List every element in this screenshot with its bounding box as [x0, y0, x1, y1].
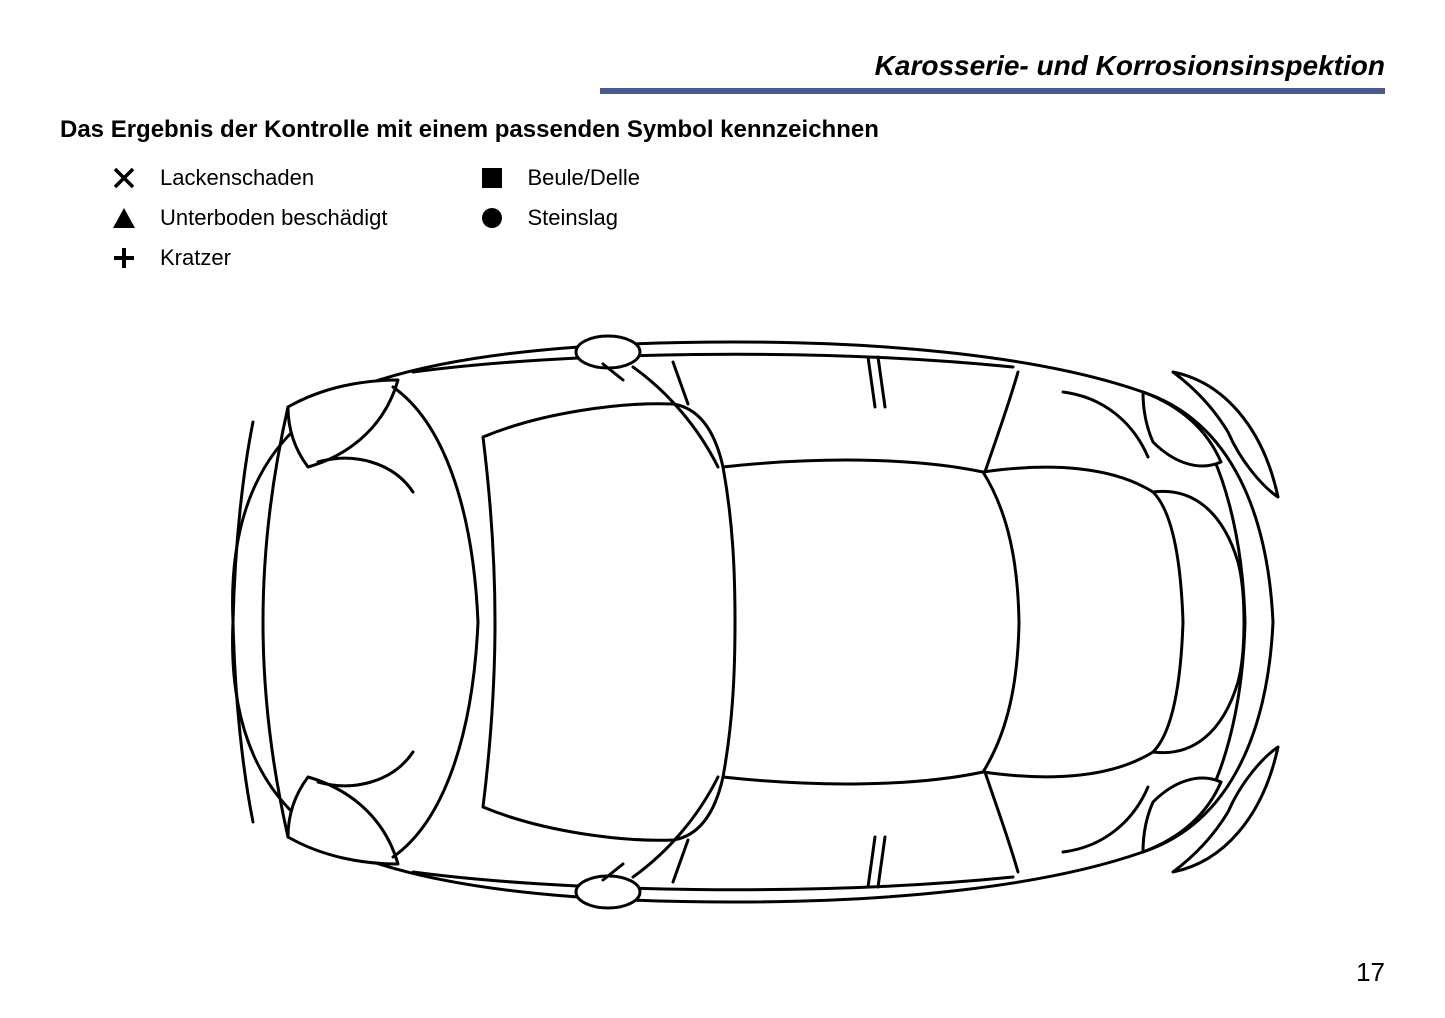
circle-icon	[478, 204, 506, 232]
legend-item-steinslag: Steinslag	[478, 204, 641, 232]
legend-item-beule: Beule/Delle	[478, 164, 641, 192]
plus-icon	[110, 244, 138, 272]
legend-label: Beule/Delle	[528, 165, 641, 191]
triangle-icon	[110, 204, 138, 232]
legend-column-1: Lackenschaden Unterboden beschädigt Krat…	[110, 164, 388, 272]
legend-column-2: Beule/Delle Steinslag	[478, 164, 641, 272]
legend-label: Lackenschaden	[160, 165, 314, 191]
square-icon	[478, 164, 506, 192]
legend-label: Unterboden beschädigt	[160, 205, 388, 231]
page-title: Karosserie- und Korrosionsinspektion	[60, 50, 1385, 82]
legend-label: Kratzer	[160, 245, 231, 271]
instruction-text: Das Ergebnis der Kontrolle mit einem pas…	[60, 116, 1385, 144]
legend-item-kratzer: Kratzer	[110, 244, 388, 272]
legend-item-lackenschaden: Lackenschaden	[110, 164, 388, 192]
car-top-view-diagram	[113, 312, 1333, 932]
legend-item-unterboden: Unterboden beschädigt	[110, 204, 388, 232]
header-rule	[600, 88, 1385, 94]
legend-label: Steinslag	[528, 205, 619, 231]
page-number: 17	[1356, 957, 1385, 988]
legend: Lackenschaden Unterboden beschädigt Krat…	[110, 164, 1385, 272]
x-icon	[110, 164, 138, 192]
